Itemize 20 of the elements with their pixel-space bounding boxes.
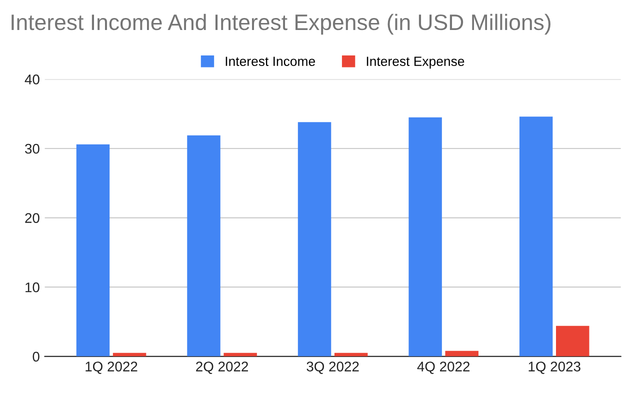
y-tick-label: 20 (25, 213, 40, 223)
x-tick-label: 4Q 2022 (417, 362, 470, 374)
bar (445, 350, 478, 356)
bar (519, 116, 553, 356)
bar (187, 135, 220, 356)
bar (408, 117, 442, 356)
y-tick-label: 10 (26, 282, 40, 292)
bar (556, 326, 590, 356)
x-tick-label: 1Q 2022 (86, 362, 138, 374)
x-tick-label: 1Q 2023 (528, 362, 580, 374)
bar (298, 122, 332, 356)
x-tick-label: 2Q 2022 (196, 362, 248, 374)
bar (76, 144, 110, 356)
y-tick-label: 40 (24, 74, 40, 84)
legend-label: Interest Expense (366, 56, 464, 69)
y-tick-label: 30 (25, 144, 40, 154)
x-tick-label: 3Q 2022 (306, 362, 359, 374)
legend-label: Interest Income (226, 56, 315, 66)
y-tick-label: 0 (32, 352, 40, 362)
chart-title: Interest Income And Interest Expense (in USD Millions) (12, 14, 550, 35)
